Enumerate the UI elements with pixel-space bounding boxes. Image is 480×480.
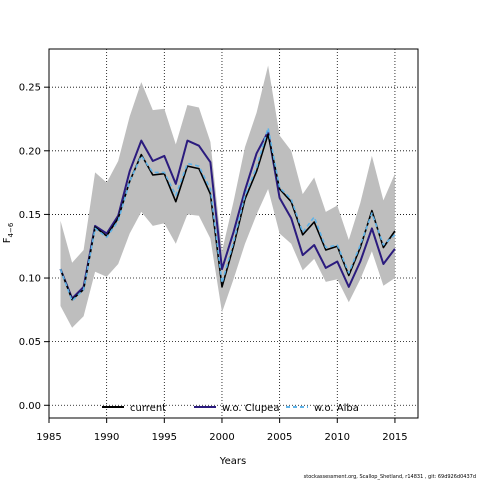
legend-label: current — [130, 403, 166, 414]
y-tick-label: 0.00 — [19, 401, 41, 412]
y-tick-label: 0.15 — [19, 210, 41, 221]
footer-credit: stockassessment.org, Scallop_Shetland, r… — [303, 474, 476, 480]
y-tick-label: 0.20 — [19, 146, 41, 157]
x-tick-label: 1985 — [36, 432, 61, 443]
x-axis: 1985 1990 1995 2000 2005 2010 2015 — [36, 418, 408, 443]
x-axis-title: Years — [219, 456, 246, 467]
series-line-w-o-alba — [59, 127, 396, 302]
plot-frame — [48, 48, 419, 419]
legend-label: w.o. Alba — [314, 403, 359, 414]
series-line-current — [59, 133, 396, 301]
confidence-band — [60, 65, 395, 328]
x-tick-label: 2015 — [382, 432, 407, 443]
x-tick-label: 1990 — [94, 432, 119, 443]
series-lines — [59, 127, 396, 302]
y-axis-title: F4−6 — [2, 222, 15, 243]
x-tick-label: 2005 — [267, 432, 292, 443]
series-line-w-o-clupea — [59, 130, 396, 300]
legend: current w.o. Clupea w.o. Alba — [102, 403, 359, 414]
y-axis-title-main: F — [2, 237, 13, 243]
y-tick-label: 0.05 — [19, 337, 41, 348]
y-tick-label: 0.25 — [19, 83, 41, 94]
y-axis: 0.00 0.05 0.10 0.15 0.20 0.25 — [19, 83, 49, 412]
y-tick-label: 0.10 — [19, 274, 41, 285]
x-tick-label: 2000 — [209, 432, 234, 443]
legend-label: w.o. Clupea — [222, 403, 279, 414]
x-tick-label: 2010 — [325, 432, 350, 443]
y-axis-title-subscript: 4−6 — [7, 222, 15, 237]
x-tick-label: 1995 — [152, 432, 177, 443]
